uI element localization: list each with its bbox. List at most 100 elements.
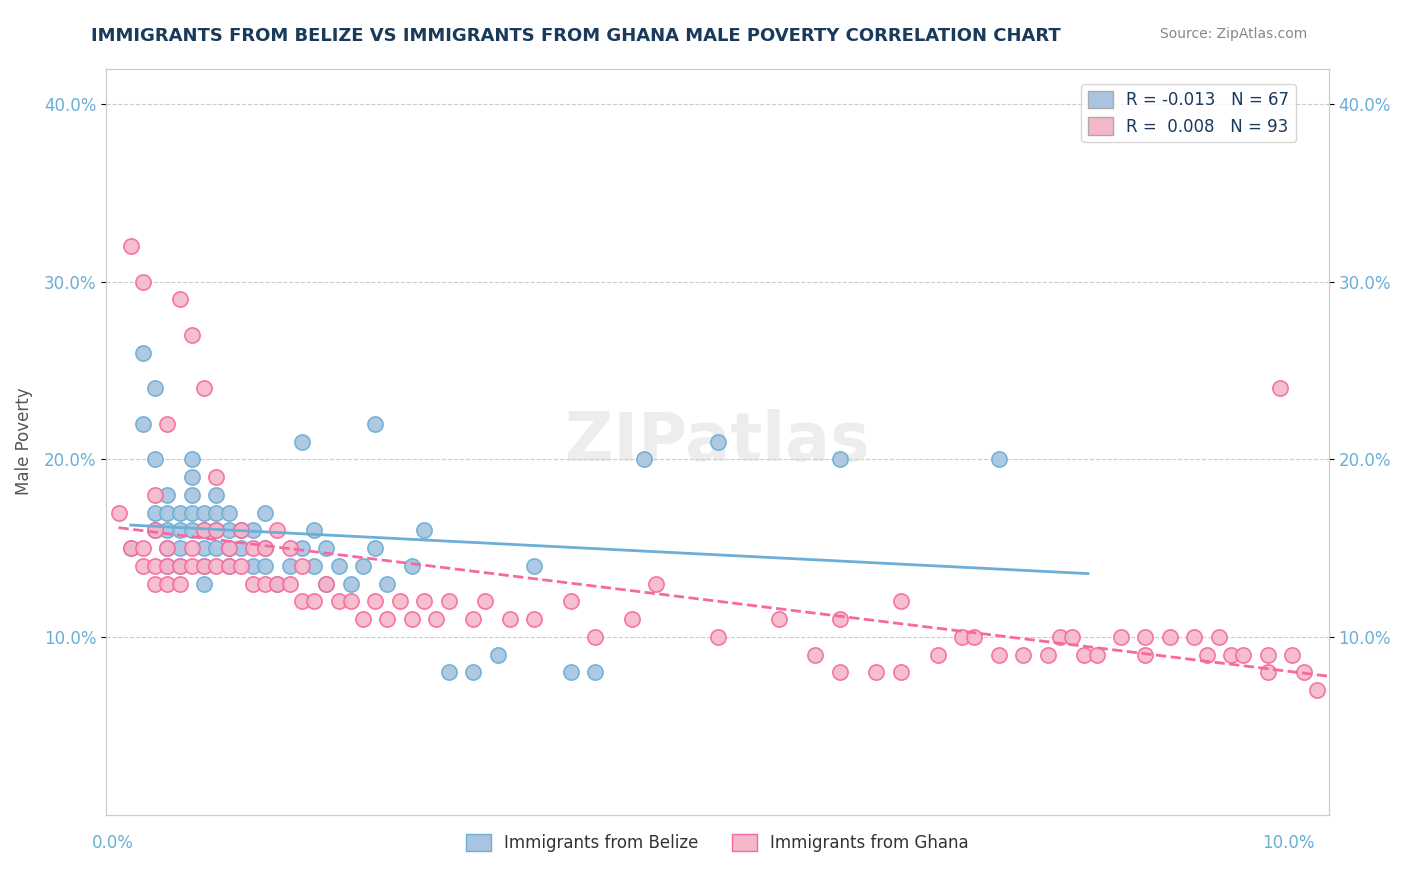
Point: [706, 630, 728, 644]
Y-axis label: Male Poverty: Male Poverty: [15, 388, 32, 495]
Point: [169, 541, 191, 555]
Point: [180, 524, 202, 538]
Point: [1281, 648, 1303, 662]
Point: [328, 558, 350, 573]
Point: [364, 594, 387, 608]
Point: [927, 648, 949, 662]
Point: [437, 665, 460, 680]
Point: [254, 576, 277, 591]
Point: [1182, 630, 1205, 644]
Point: [193, 524, 215, 538]
Point: [804, 648, 827, 662]
Point: [1195, 648, 1218, 662]
Point: [193, 506, 215, 520]
Point: [193, 381, 215, 395]
Point: [132, 275, 155, 289]
Point: [1060, 630, 1083, 644]
Point: [120, 541, 142, 555]
Point: [645, 576, 668, 591]
Point: [266, 576, 288, 591]
Point: [583, 665, 606, 680]
Point: [242, 576, 264, 591]
Point: [205, 524, 228, 538]
Point: [1294, 665, 1316, 680]
Point: [156, 524, 179, 538]
Point: [1232, 648, 1254, 662]
Point: [1257, 665, 1279, 680]
Point: [278, 576, 301, 591]
Point: [218, 558, 240, 573]
Point: [706, 434, 728, 449]
Point: [1135, 630, 1157, 644]
Point: [560, 665, 582, 680]
Point: [950, 630, 973, 644]
Point: [291, 541, 314, 555]
Point: [132, 345, 155, 359]
Point: [413, 594, 436, 608]
Point: [302, 558, 325, 573]
Point: [205, 488, 228, 502]
Point: [987, 648, 1010, 662]
Point: [229, 541, 252, 555]
Point: [180, 506, 202, 520]
Point: [828, 612, 851, 626]
Point: [486, 648, 509, 662]
Point: [461, 665, 484, 680]
Point: [315, 541, 337, 555]
Point: [364, 417, 387, 431]
Point: [180, 470, 202, 484]
Point: [1159, 630, 1181, 644]
Point: [633, 452, 655, 467]
Point: [143, 488, 166, 502]
Point: [1049, 630, 1071, 644]
Point: [242, 524, 264, 538]
Point: [169, 524, 191, 538]
Point: [156, 506, 179, 520]
Point: [377, 612, 399, 626]
Point: [229, 524, 252, 538]
Point: [254, 506, 277, 520]
Point: [193, 524, 215, 538]
Point: [499, 612, 522, 626]
Point: [291, 594, 314, 608]
Point: [156, 541, 179, 555]
Point: [242, 558, 264, 573]
Point: [620, 612, 643, 626]
Point: [254, 541, 277, 555]
Point: [218, 558, 240, 573]
Legend: R = -0.013   N = 67, R =  0.008   N = 93: R = -0.013 N = 67, R = 0.008 N = 93: [1081, 85, 1296, 143]
Text: 10.0%: 10.0%: [1263, 834, 1315, 852]
Point: [132, 558, 155, 573]
Point: [302, 524, 325, 538]
Point: [352, 612, 374, 626]
Point: [461, 612, 484, 626]
Point: [242, 541, 264, 555]
Point: [340, 576, 363, 591]
Point: [218, 524, 240, 538]
Point: [143, 452, 166, 467]
Point: [340, 594, 363, 608]
Point: [377, 576, 399, 591]
Point: [132, 417, 155, 431]
Point: [388, 594, 411, 608]
Point: [169, 558, 191, 573]
Point: [963, 630, 986, 644]
Point: [143, 524, 166, 538]
Point: [1220, 648, 1243, 662]
Point: [254, 558, 277, 573]
Point: [278, 541, 301, 555]
Point: [401, 558, 423, 573]
Point: [169, 558, 191, 573]
Point: [193, 558, 215, 573]
Point: [1073, 648, 1095, 662]
Point: [180, 328, 202, 343]
Text: Source: ZipAtlas.com: Source: ZipAtlas.com: [1160, 27, 1308, 41]
Point: [437, 594, 460, 608]
Point: [266, 524, 288, 538]
Point: [193, 541, 215, 555]
Point: [278, 558, 301, 573]
Point: [1085, 648, 1108, 662]
Point: [193, 576, 215, 591]
Point: [890, 665, 912, 680]
Point: [1012, 648, 1035, 662]
